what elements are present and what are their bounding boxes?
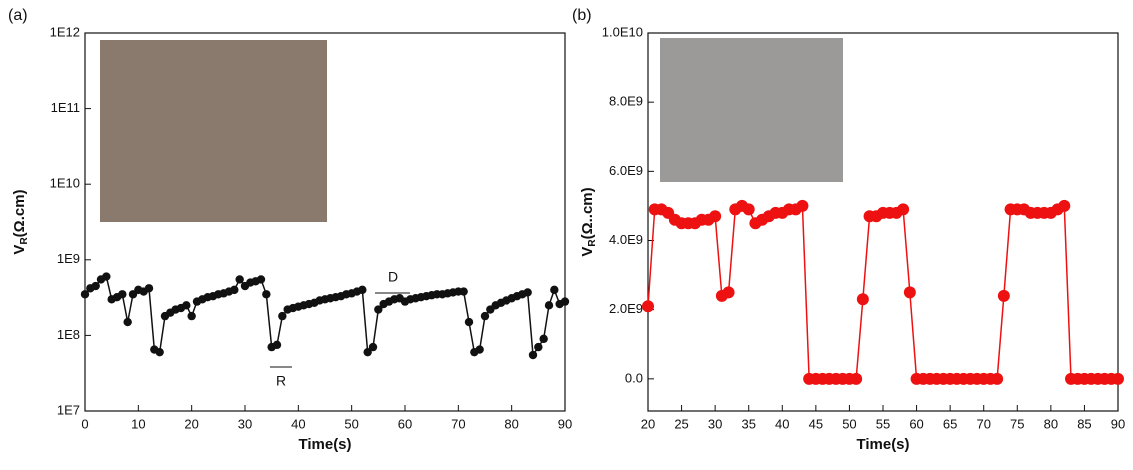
plot-frame [84,32,566,412]
data-point [1058,199,1071,212]
y-tick-label: 6.0E9 [609,163,643,178]
x-tick-label: 30 [238,416,252,431]
x-axis-title: Time(s) [298,436,351,453]
x-tick-label: 70 [451,416,465,431]
y-tick-label: 1E10 [50,176,80,191]
data-point [642,300,654,313]
x-tick-label: 45 [809,416,823,431]
data-point [235,275,244,284]
y-axis-title-main: V [11,245,28,255]
data-point [534,342,543,352]
data-point [544,301,554,310]
y-tick-label: 0.0 [625,370,643,385]
data-point [464,317,474,327]
y-tick-label: 8.0E9 [609,94,643,109]
data-point [144,284,154,293]
data-point [856,293,869,306]
x-tick-label: 40 [775,416,789,431]
y-tick-label: 1.0E10 [602,24,643,39]
x-tick-label: 0 [81,416,88,431]
data-point [358,285,367,295]
data-point [262,290,271,299]
data-point [187,311,196,321]
x-tick-label: 80 [504,416,518,431]
data-point [796,199,809,212]
data-point [256,275,266,284]
x-axis-title: Time(s) [856,436,909,453]
data-point [903,286,916,299]
y-tick-label: 2.0E9 [609,301,643,316]
y-axis-title-unit: (Ω.cm) [11,189,28,237]
annotation: R [276,373,286,389]
y-axis-title: VR(Ω..cm) [579,187,598,256]
x-tick-label: 50 [842,416,856,431]
data-point [475,345,484,354]
data-point [560,297,570,306]
data-point [230,285,239,295]
y-axis-title-main: V [579,247,596,257]
data-point [278,311,287,321]
x-tick-label: 30 [708,416,722,431]
x-tick-label: 25 [674,416,688,431]
data-point [182,301,191,310]
x-tick-label: 85 [1077,416,1091,431]
x-tick-label: 75 [1010,416,1024,431]
data-point [155,347,164,357]
x-tick-label: 65 [943,416,957,431]
inset-photo [660,38,843,182]
data-point [118,290,127,299]
y-tick-label: 1E9 [57,251,80,266]
x-tick-label: 80 [1044,416,1058,431]
panel-label: (b) [572,7,592,24]
y-tick-label: 1E12 [50,24,80,39]
x-tick-label: 70 [976,416,990,431]
panel-label: (a) [8,7,28,24]
y-axis-title-unit: (Ω..cm) [579,187,596,239]
x-tick-label: 90 [1111,416,1125,431]
data-point [123,317,132,327]
data-point [1112,372,1124,385]
y-tick-label: 1E7 [57,402,80,417]
data-point [102,272,111,281]
annotation: D [388,269,398,285]
x-tick-label: 40 [291,416,305,431]
data-point [709,210,722,223]
y-tick-label: 1E8 [57,327,80,342]
x-tick-label: 35 [741,416,755,431]
data-point [742,203,755,216]
data-point [897,203,910,216]
y-tick-label: 1E11 [51,100,80,115]
inset-photo [100,40,327,222]
data-point [374,305,383,314]
data-point [550,285,559,295]
data-point [722,286,735,299]
data-point [272,340,282,350]
data-point [80,290,90,299]
data-point [368,342,378,352]
data-point [539,334,548,344]
y-axis-title-sub: R [19,237,30,245]
data-point [91,281,100,291]
x-tick-label: 60 [909,416,923,431]
y-axis-title-sub: R [587,239,598,247]
x-tick-label: 20 [184,416,198,431]
data-point [528,350,538,360]
x-tick-label: 50 [344,416,358,431]
data-point [363,347,372,357]
x-tick-label: 55 [876,416,890,431]
data-point [991,372,1004,385]
y-tick-label: 4.0E9 [609,232,643,247]
y-axis-title: VR(Ω.cm) [11,189,30,254]
x-tick-label: 90 [558,416,572,431]
data-point [997,289,1010,302]
data-point [523,288,532,297]
data-point [850,372,863,385]
data-point [480,311,490,321]
x-tick-label: 10 [131,416,145,431]
data-point [459,287,468,296]
x-tick-label: 20 [641,416,655,431]
plot-frame [647,32,1119,412]
x-tick-label: 60 [398,416,412,431]
